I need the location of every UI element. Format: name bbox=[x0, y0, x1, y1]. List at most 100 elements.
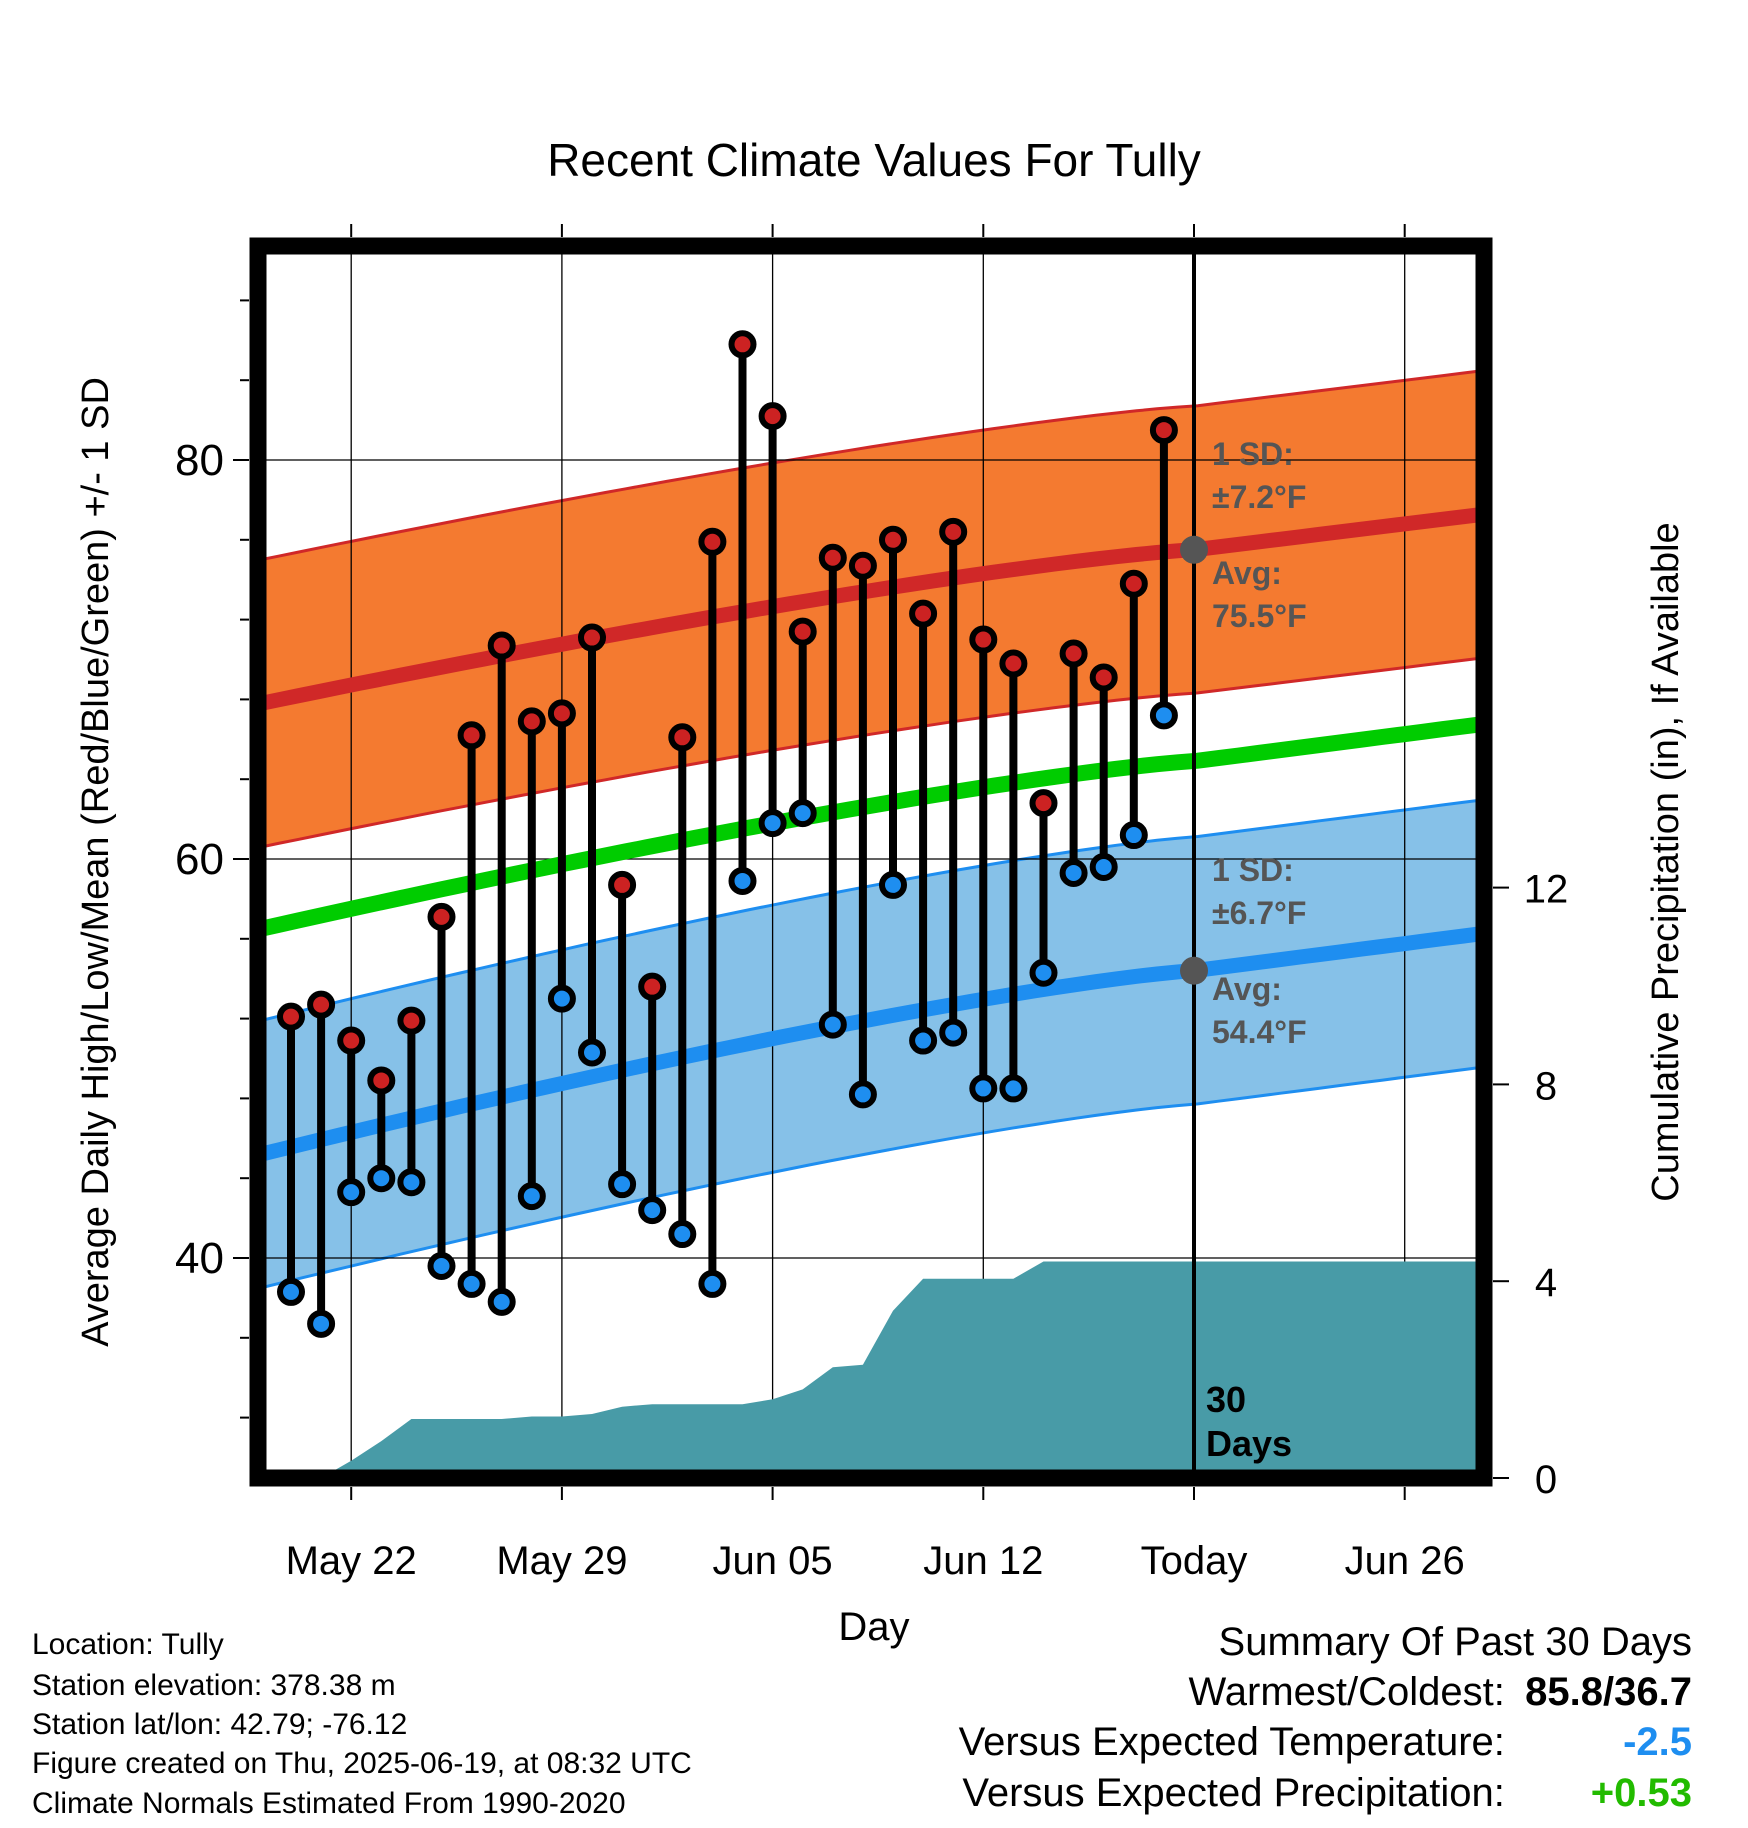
daily-low-point bbox=[1059, 858, 1088, 887]
daily-low-point bbox=[547, 984, 576, 1013]
daily-low-point bbox=[367, 1164, 396, 1193]
daily-high-point bbox=[698, 527, 727, 556]
daily-high-point bbox=[277, 1002, 305, 1031]
daily-high-point bbox=[638, 972, 667, 1001]
daily-low-point bbox=[1149, 701, 1178, 730]
daily-high-point bbox=[517, 707, 546, 736]
y-tick-label: 60 bbox=[175, 835, 224, 884]
chart-title: Recent Climate Values For Tully bbox=[547, 134, 1201, 186]
low-avg-label: Avg: bbox=[1212, 971, 1282, 1007]
x-tick-label: Today bbox=[1141, 1539, 1248, 1583]
low-sd-band bbox=[258, 799, 1484, 1289]
high-sd-upper-line bbox=[258, 369, 1484, 562]
y-right-axis-label: Cumulative Precipitation (in), If Availa… bbox=[1645, 522, 1687, 1201]
warm-cold-value: 85.8/36.7 bbox=[1525, 1670, 1692, 1714]
y-tick-label: 40 bbox=[175, 1234, 224, 1283]
normal-mean-line bbox=[258, 715, 1484, 938]
daily-low-point bbox=[698, 1269, 727, 1298]
daily-low-point bbox=[728, 866, 757, 895]
daily-high-point bbox=[758, 402, 787, 431]
daily-low-point bbox=[999, 1074, 1028, 1103]
daily-low-point bbox=[638, 1196, 667, 1225]
low-sd-value: ±6.7°F bbox=[1212, 895, 1306, 931]
daily-high-point bbox=[547, 699, 576, 728]
daily-high-point bbox=[879, 525, 907, 554]
precipitation-area bbox=[258, 1261, 1484, 1478]
daily-low-point bbox=[788, 799, 817, 828]
low-sd-lower-line bbox=[258, 1065, 1484, 1291]
y-right-tick-label: 4 bbox=[1535, 1261, 1557, 1305]
summary-temperature: Versus Expected Temperature: -2.5 bbox=[959, 1720, 1692, 1765]
daily-low-point bbox=[758, 809, 787, 838]
daily-low-point bbox=[427, 1251, 456, 1280]
temp-label: Versus Expected Temperature: bbox=[958, 1720, 1505, 1764]
daily-low-point bbox=[969, 1074, 998, 1103]
daily-low-point bbox=[397, 1168, 426, 1197]
daily-high-point bbox=[909, 599, 938, 628]
daily-high-point bbox=[1029, 789, 1058, 818]
daily-low-point bbox=[668, 1220, 697, 1249]
daily-low-point bbox=[277, 1277, 305, 1306]
x-axis-label: Day bbox=[838, 1605, 909, 1649]
daily-low-point bbox=[307, 1309, 336, 1338]
station-latlon: Station lat/lon: 42.79; -76.12 bbox=[32, 1708, 408, 1741]
daily-high-point bbox=[1089, 663, 1118, 692]
normal-low-line bbox=[258, 925, 1484, 1163]
plot-area: 1 SD: ±7.2°F Avg: 75.5°F 1 SD: ±6.7°F Avg: 54.4… bbox=[258, 246, 1484, 1478]
precip-label: Versus Expected Precipitation: bbox=[962, 1771, 1505, 1815]
normal-high-line bbox=[258, 506, 1484, 712]
daily-low-point bbox=[848, 1080, 877, 1109]
temp-value: -2.5 bbox=[1623, 1720, 1692, 1764]
daily-low-point bbox=[1029, 958, 1058, 987]
summary-warm-cold: Warmest/Coldest: 85.8/36.7 bbox=[1189, 1670, 1693, 1715]
summary-precipitation: Versus Expected Precipitation: +0.53 bbox=[962, 1771, 1692, 1816]
daily-high-point bbox=[788, 617, 817, 646]
daily-high-point bbox=[969, 625, 998, 654]
today-label-days: Days bbox=[1206, 1423, 1292, 1464]
daily-high-point bbox=[668, 723, 697, 752]
daily-low-point bbox=[578, 1038, 606, 1067]
daily-high-point bbox=[337, 1026, 366, 1055]
daily-high-point bbox=[487, 631, 516, 660]
daily-high-point bbox=[367, 1066, 396, 1095]
high-sd-value: ±7.2°F bbox=[1212, 479, 1306, 515]
daily-low-point bbox=[1119, 821, 1148, 850]
daily-low-point bbox=[337, 1178, 366, 1207]
x-tick-label: May 29 bbox=[496, 1539, 627, 1583]
daily-high-point bbox=[427, 902, 456, 931]
station-location: Location: Tully bbox=[32, 1628, 224, 1661]
y-right-tick-label: 8 bbox=[1535, 1064, 1557, 1108]
daily-low-point bbox=[517, 1182, 546, 1211]
daily-high-point bbox=[578, 623, 606, 652]
daily-low-point bbox=[608, 1170, 637, 1199]
daily-high-point bbox=[457, 721, 486, 750]
daily-low-point bbox=[457, 1269, 486, 1298]
high-sd-label: 1 SD: bbox=[1212, 436, 1294, 472]
y-tick-label: 80 bbox=[175, 436, 224, 485]
daily-high-point bbox=[397, 1006, 426, 1035]
daily-low-point bbox=[939, 1018, 968, 1047]
y-right-tick-label: 12 bbox=[1524, 868, 1569, 912]
low-sd-upper-line bbox=[258, 798, 1484, 1023]
high-avg-value: 75.5°F bbox=[1212, 598, 1307, 634]
today-label-number: 30 bbox=[1206, 1379, 1246, 1420]
daily-low-point bbox=[487, 1287, 516, 1316]
daily-high-point bbox=[307, 990, 336, 1019]
y-right-tick-label: 0 bbox=[1535, 1458, 1557, 1502]
x-tick-label: Jun 12 bbox=[923, 1539, 1043, 1583]
daily-low-point bbox=[909, 1026, 938, 1055]
high-sd-lower-line bbox=[258, 656, 1484, 850]
y-axis-label: Average Daily High/Low/Mean (Red/Blue/Gr… bbox=[75, 377, 117, 1347]
daily-high-point bbox=[1119, 569, 1148, 598]
daily-low-point bbox=[1089, 852, 1118, 881]
station-elevation: Station elevation: 378.38 m bbox=[32, 1669, 396, 1702]
daily-high-point bbox=[1149, 416, 1178, 445]
daily-high-point bbox=[939, 517, 968, 546]
figure-created: Figure created on Thu, 2025-06-19, at 08… bbox=[32, 1747, 692, 1780]
precip-value: +0.53 bbox=[1590, 1771, 1692, 1815]
daily-high-point bbox=[608, 870, 637, 899]
daily-high-point bbox=[728, 330, 757, 359]
low-sd-label: 1 SD: bbox=[1212, 852, 1294, 888]
daily-low-point bbox=[879, 870, 907, 899]
